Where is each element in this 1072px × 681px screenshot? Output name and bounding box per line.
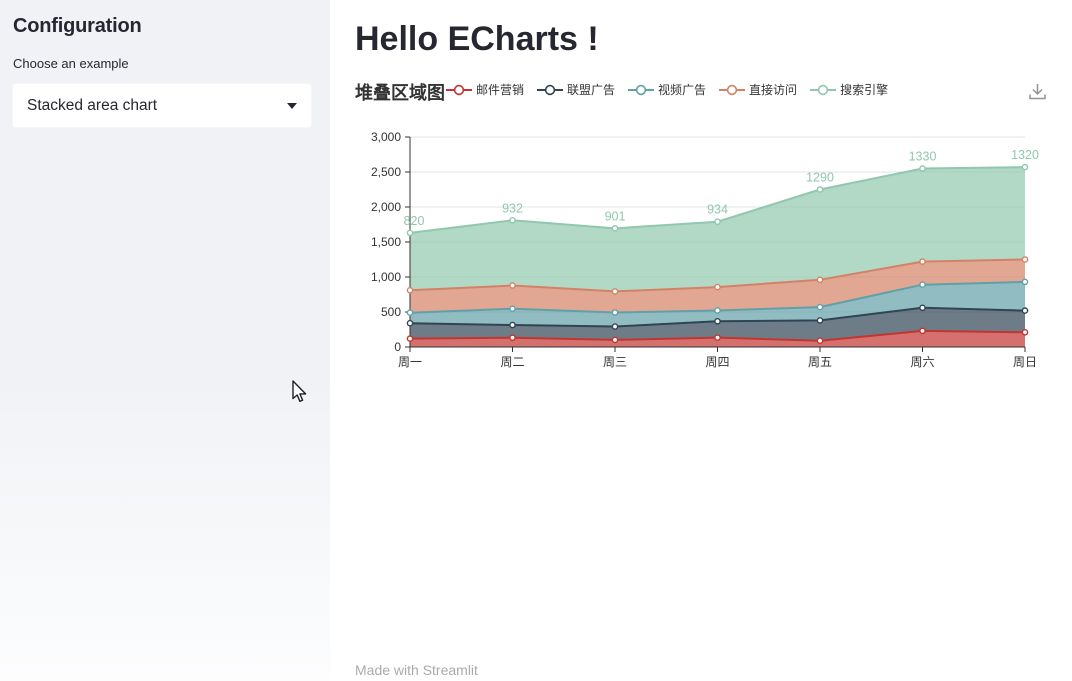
x-axis-label: 周二: [500, 355, 524, 369]
data-point[interactable]: [406, 286, 414, 294]
chart-legend: 邮件营销 联盟广告 视频广告 直接访问 搜索引擎: [446, 81, 888, 98]
data-point[interactable]: [1021, 163, 1029, 171]
series-area: [410, 281, 1025, 327]
data-point[interactable]: [816, 317, 824, 324]
example-selectbox[interactable]: Stacked area chart: [12, 83, 312, 128]
data-label: 901: [605, 209, 626, 223]
legend-line-circle-icon: [628, 84, 655, 95]
data-label: 932: [502, 201, 523, 215]
chevron-down-icon: [287, 102, 297, 109]
x-axis-label: 周四: [705, 355, 729, 369]
data-label: 1320: [1011, 148, 1039, 162]
data-point[interactable]: [509, 282, 516, 289]
made-with-streamlit-link[interactable]: Made with Streamlit: [355, 662, 478, 678]
data-point[interactable]: [714, 283, 721, 291]
data-point[interactable]: [1021, 307, 1029, 314]
data-label: 1330: [909, 150, 937, 164]
y-axis-label: 3,000: [371, 130, 401, 144]
data-point[interactable]: [406, 229, 414, 237]
data-point[interactable]: [1021, 278, 1029, 286]
sidebar-title: Configuration: [13, 15, 142, 37]
data-point[interactable]: [816, 337, 824, 344]
y-axis-label: 2,000: [371, 200, 401, 214]
data-point[interactable]: [714, 218, 721, 225]
y-axis-label: 0: [394, 340, 401, 354]
data-point[interactable]: [816, 303, 824, 311]
data-point[interactable]: [509, 334, 516, 342]
legend-line-circle-icon: [446, 84, 472, 95]
save-as-image-button[interactable]: [1026, 80, 1049, 103]
data-point[interactable]: [509, 321, 516, 329]
data-point[interactable]: [714, 334, 721, 341]
data-point[interactable]: [1021, 328, 1029, 336]
legend-item[interactable]: 联盟广告: [537, 81, 615, 98]
data-point[interactable]: [816, 186, 824, 193]
x-axis-label: 周一: [398, 355, 422, 369]
data-point[interactable]: [611, 288, 619, 295]
legend-label: 邮件营销: [476, 83, 525, 97]
legend-line-circle-icon: [810, 84, 837, 95]
y-axis-label: 1,500: [371, 235, 401, 249]
chart-title: 堆叠区域图: [355, 83, 445, 103]
x-axis-label: 周日: [1013, 355, 1037, 369]
data-point[interactable]: [611, 323, 619, 330]
data-point[interactable]: [919, 281, 926, 288]
sidebar: Configuration Choose an example Stacked …: [0, 0, 330, 681]
legend-label: 视频广告: [658, 83, 707, 97]
legend-label: 联盟广告: [567, 83, 616, 97]
data-point[interactable]: [816, 276, 824, 284]
page-title: Hello ECharts !: [355, 20, 599, 58]
stacked-area-chart[interactable]: 0 500 1,000 1,500 2,000 2,500 3,000 周一 周二 周三 周四 周五 周…: [340, 110, 1060, 395]
data-label: 820: [404, 214, 425, 228]
x-axis-label: 周六: [910, 355, 934, 369]
data-point[interactable]: [611, 336, 619, 344]
series-area: [410, 259, 1025, 313]
series-area: [410, 167, 1025, 292]
legend-item[interactable]: 直接访问: [719, 81, 797, 98]
data-point[interactable]: [919, 304, 926, 312]
legend-line-circle-icon: [537, 84, 564, 95]
data-point[interactable]: [611, 309, 619, 316]
legend-label: 直接访问: [749, 83, 798, 97]
data-point[interactable]: [611, 225, 619, 232]
legend-item[interactable]: 邮件营销: [446, 81, 524, 98]
data-point[interactable]: [406, 335, 414, 342]
x-axis-label: 周三: [603, 355, 627, 369]
data-label: 1290: [806, 171, 834, 185]
y-axis-label: 2,500: [371, 165, 401, 179]
legend-label: 搜索引擎: [840, 83, 889, 97]
legend-item[interactable]: 视频广告: [628, 81, 706, 98]
data-point[interactable]: [919, 165, 926, 172]
legend-line-circle-icon: [719, 84, 746, 95]
download-icon: [1029, 84, 1046, 100]
y-axis-label: 500: [381, 305, 401, 319]
data-point[interactable]: [714, 307, 721, 314]
select-label: Choose an example: [13, 56, 129, 71]
data-point[interactable]: [1021, 256, 1029, 263]
x-axis-label: 周五: [808, 355, 832, 369]
data-point[interactable]: [714, 317, 721, 325]
y-axis-label: 1,000: [371, 270, 401, 284]
data-point[interactable]: [509, 305, 516, 313]
data-point[interactable]: [406, 319, 414, 327]
selected-example-value: Stacked area chart: [27, 96, 158, 114]
data-point[interactable]: [919, 327, 926, 335]
data-point[interactable]: [509, 217, 516, 224]
data-point[interactable]: [406, 309, 414, 316]
data-label: 934: [707, 203, 728, 217]
legend-item[interactable]: 搜索引擎: [810, 81, 888, 98]
data-point[interactable]: [919, 258, 926, 265]
